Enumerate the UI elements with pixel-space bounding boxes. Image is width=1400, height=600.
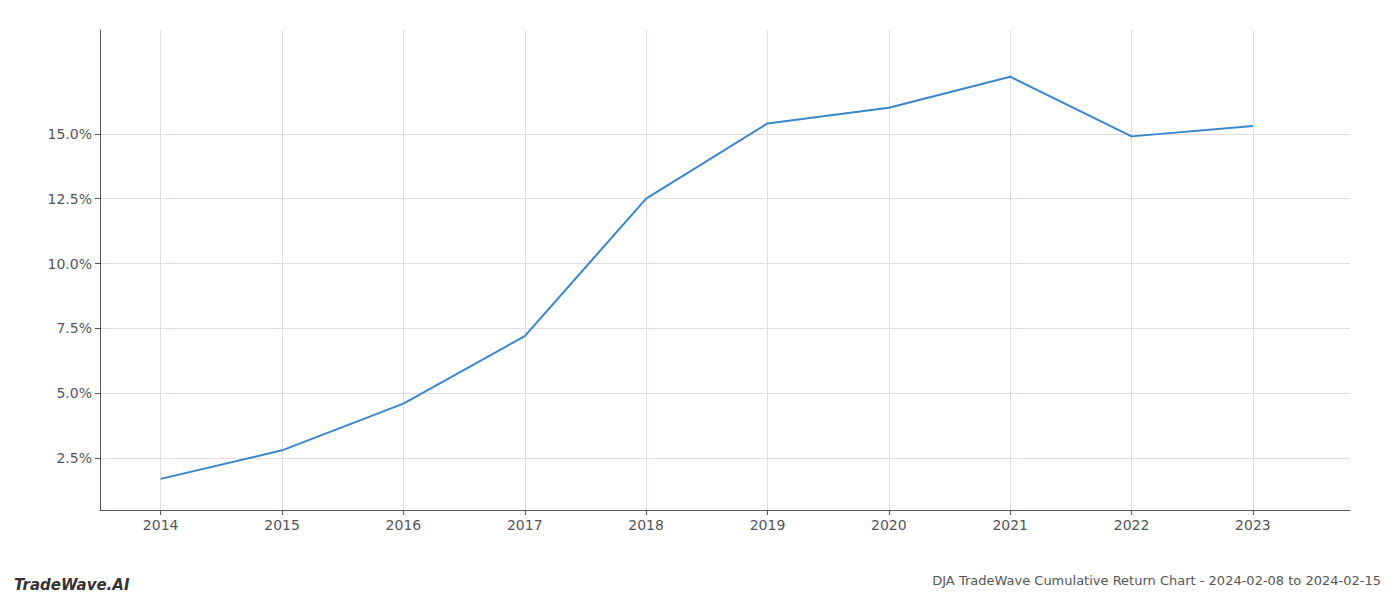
svg-text:12.5%: 12.5% [48, 191, 92, 207]
svg-text:2015: 2015 [264, 517, 300, 533]
svg-text:2017: 2017 [507, 517, 543, 533]
svg-text:2020: 2020 [871, 517, 907, 533]
svg-text:2018: 2018 [628, 517, 664, 533]
svg-text:2016: 2016 [386, 517, 422, 533]
svg-text:10.0%: 10.0% [48, 256, 92, 272]
svg-text:DJA TradeWave Cumulative Retur: DJA TradeWave Cumulative Return Chart - … [932, 573, 1381, 588]
svg-text:2021: 2021 [992, 517, 1028, 533]
svg-text:2019: 2019 [750, 517, 786, 533]
svg-text:15.0%: 15.0% [48, 126, 92, 142]
svg-text:5.0%: 5.0% [56, 385, 92, 401]
svg-text:2.5%: 2.5% [56, 450, 92, 466]
svg-text:7.5%: 7.5% [56, 320, 92, 336]
svg-text:2014: 2014 [143, 517, 179, 533]
svg-text:TradeWave.AI: TradeWave.AI [14, 576, 130, 594]
svg-text:2022: 2022 [1114, 517, 1150, 533]
svg-text:2023: 2023 [1235, 517, 1271, 533]
